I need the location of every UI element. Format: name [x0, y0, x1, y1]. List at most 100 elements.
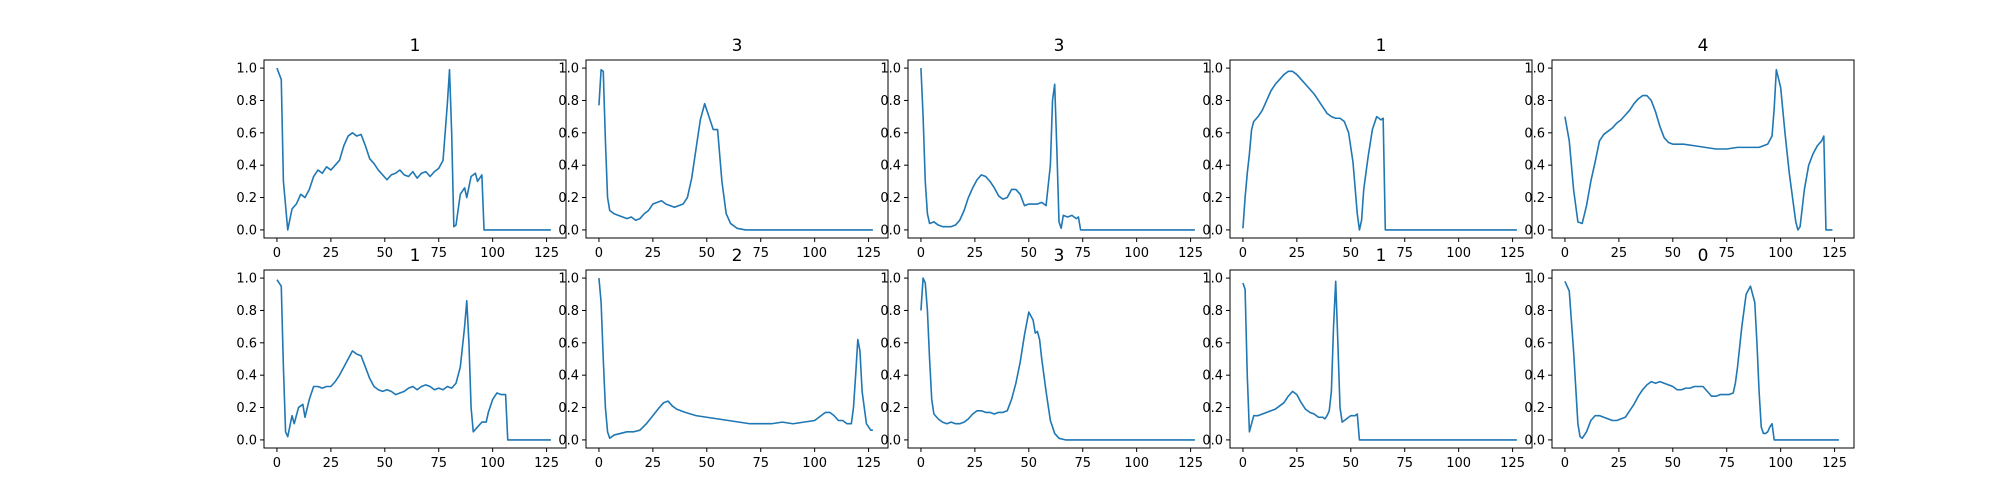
x-tick-label: 125: [534, 456, 559, 471]
y-tick-label: 0.8: [880, 94, 901, 109]
series-line: [276, 67, 551, 231]
x-tick-label: 0: [595, 246, 603, 261]
axes-frame: [907, 59, 1211, 239]
axes-frame: [585, 269, 889, 449]
y-tick-label: 0.8: [880, 304, 901, 319]
y-tick-label: 0.2: [558, 191, 579, 206]
y-tick-label: 0.2: [1202, 191, 1223, 206]
x-tick-label: 50: [377, 246, 394, 261]
subplot-10: 0 0 25 50 75 100 125 0.0 0.2 0.4 0.6 0.8 1.0: [1524, 246, 1855, 471]
axes-frame: [1229, 59, 1533, 239]
y-tick-label: 0.0: [1524, 433, 1545, 448]
x-tick-label: 0: [917, 456, 925, 471]
x-tick-label: 75: [1718, 246, 1735, 261]
axes-frame: [585, 59, 889, 239]
y-tick-label: 0.8: [558, 94, 579, 109]
y-tick-label: 0.0: [236, 433, 257, 448]
subplot-title: 3: [1054, 36, 1065, 56]
x-tick-label: 75: [752, 456, 769, 471]
x-tick-label: 25: [1289, 246, 1306, 261]
x-tick-label: 100: [1768, 246, 1793, 261]
y-tick-label: 0.2: [880, 191, 901, 206]
x-tick-label: 75: [1396, 246, 1413, 261]
x-tick-label: 125: [1178, 456, 1203, 471]
y-tick-label: 0.4: [558, 369, 579, 384]
series-line: [1564, 68, 1833, 231]
series-line: [598, 68, 873, 231]
subplot-2: 3 0 25 50 75 100 125 0.0 0.2 0.4 0.6 0.8 1.0: [558, 36, 889, 261]
x-tick-label: 0: [1561, 246, 1569, 261]
series-line: [1242, 280, 1517, 441]
y-tick-label: 0.8: [1524, 94, 1545, 109]
x-tick-label: 100: [1446, 246, 1471, 261]
y-tick-label: 1.0: [1524, 62, 1545, 77]
x-tick-label: 125: [1822, 246, 1847, 261]
subplot-title: 3: [732, 36, 743, 56]
y-tick-label: 0.0: [1524, 223, 1545, 238]
y-tick-label: 0.2: [1524, 191, 1545, 206]
x-tick-label: 75: [1396, 456, 1413, 471]
x-tick-label: 75: [430, 246, 447, 261]
y-tick-label: 1.0: [1202, 272, 1223, 287]
subplot-title: 1: [410, 36, 421, 56]
y-tick-label: 0.2: [558, 401, 579, 416]
y-tick-label: 0.6: [1202, 126, 1223, 141]
y-tick-label: 0.0: [1202, 223, 1223, 238]
x-tick-label: 75: [1074, 246, 1091, 261]
x-tick-label: 75: [1074, 456, 1091, 471]
y-tick-label: 1.0: [236, 62, 257, 77]
y-tick-label: 0.0: [880, 433, 901, 448]
x-tick-label: 0: [1561, 456, 1569, 471]
x-tick-label: 25: [645, 456, 662, 471]
x-tick-label: 25: [967, 246, 984, 261]
x-tick-label: 0: [1239, 456, 1247, 471]
x-tick-label: 100: [1124, 246, 1149, 261]
x-tick-label: 75: [752, 246, 769, 261]
x-tick-label: 100: [1124, 456, 1149, 471]
axes-frame: [1551, 269, 1855, 449]
x-tick-label: 25: [323, 246, 340, 261]
y-tick-label: 0.2: [1524, 401, 1545, 416]
axes-frame: [1229, 269, 1533, 449]
x-tick-label: 100: [1446, 456, 1471, 471]
x-tick-label: 100: [802, 246, 827, 261]
axes-frame: [263, 269, 567, 449]
y-tick-label: 0.2: [236, 401, 257, 416]
x-tick-label: 50: [1021, 246, 1038, 261]
y-tick-label: 0.2: [1202, 401, 1223, 416]
axes-frame: [907, 269, 1211, 449]
y-tick-label: 0.6: [236, 126, 257, 141]
x-tick-label: 50: [1343, 456, 1360, 471]
y-tick-label: 0.0: [1202, 433, 1223, 448]
y-tick-label: 0.4: [236, 369, 257, 384]
subplot-title: 1: [1376, 36, 1387, 56]
y-tick-label: 0.4: [1202, 159, 1223, 174]
y-tick-label: 0.6: [880, 126, 901, 141]
y-tick-label: 1.0: [880, 272, 901, 287]
x-tick-label: 0: [273, 246, 281, 261]
series-line: [1242, 70, 1517, 231]
y-tick-label: 0.4: [1202, 369, 1223, 384]
y-tick-label: 0.2: [236, 191, 257, 206]
y-tick-label: 0.8: [236, 304, 257, 319]
x-tick-label: 100: [480, 246, 505, 261]
axes-frame: [1551, 59, 1855, 239]
subplot-title: 3: [1054, 246, 1065, 266]
x-tick-label: 50: [699, 456, 716, 471]
x-tick-label: 125: [1500, 246, 1525, 261]
x-tick-label: 75: [430, 456, 447, 471]
subplot-7: 2 0 25 50 75 100 125 0.0 0.2 0.4 0.6 0.8 1.0: [558, 246, 889, 471]
series-line: [920, 68, 1195, 231]
x-tick-label: 0: [917, 246, 925, 261]
x-tick-label: 25: [967, 456, 984, 471]
x-tick-label: 75: [1718, 456, 1735, 471]
y-tick-label: 0.4: [1524, 159, 1545, 174]
series-line: [598, 278, 873, 440]
subplot-5: 4 0 25 50 75 100 125 0.0 0.2 0.4 0.6 0.8 1.0: [1524, 36, 1855, 261]
subplot-8: 3 0 25 50 75 100 125 0.0 0.2 0.4 0.6 0.8 1.0: [880, 246, 1211, 471]
series-line: [1564, 281, 1839, 441]
series-line: [276, 279, 551, 441]
x-tick-label: 100: [480, 456, 505, 471]
x-tick-label: 125: [1822, 456, 1847, 471]
